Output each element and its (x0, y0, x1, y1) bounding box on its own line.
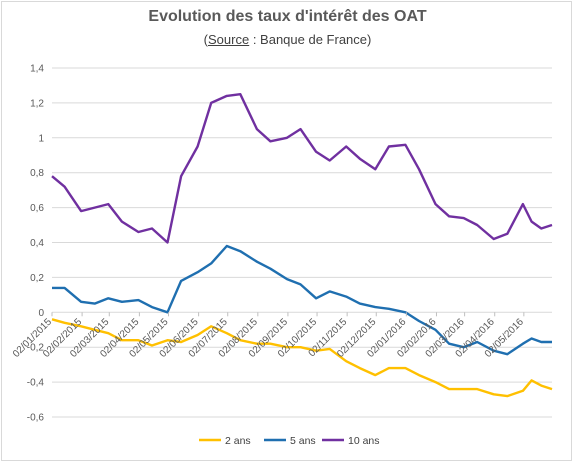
y-tick-label: 0,2 (30, 273, 44, 284)
legend-label: 10 ans (348, 435, 380, 447)
y-tick-label: 0 (38, 308, 44, 319)
subtitle-open: ( (203, 32, 208, 47)
y-tick-label: 1,4 (30, 64, 44, 75)
legend-label: 2 ans (225, 435, 251, 447)
x-axis-labels: 02/01/201502/02/201502/03/201502/04/2015… (11, 312, 526, 360)
y-tick-label: 1 (38, 133, 44, 144)
series-line (51, 93, 553, 244)
gridlines (52, 67, 552, 418)
y-axis-labels: 1,4 1,2 1 0,8 0,6 0,4 0,2 0 -0,2 -0,4 -0,6 (27, 64, 45, 424)
chart-subtitle: (Source : Banque de France) (0, 32, 575, 47)
legend-label: 5 ans (290, 435, 316, 447)
y-tick-label: -0,4 (27, 378, 45, 389)
series-line (51, 318, 553, 398)
y-tick-label: -0,2 (27, 343, 45, 354)
subtitle-rest: : Banque de France) (249, 32, 372, 47)
series-lines (51, 93, 553, 398)
y-tick-label: 1,2 (30, 98, 44, 109)
y-tick-label: -0,6 (27, 413, 45, 424)
legend: 2 ans 5 ans 10 ans (199, 435, 380, 447)
y-tick-label: 0,6 (30, 203, 44, 214)
y-tick-label: 0,8 (30, 168, 44, 179)
series-line (52, 244, 552, 356)
chart-title: Evolution des taux d'intérêt des OAT (148, 8, 427, 25)
y-tick-label: 0,4 (30, 238, 44, 249)
subtitle-source-word: Source (208, 32, 250, 47)
